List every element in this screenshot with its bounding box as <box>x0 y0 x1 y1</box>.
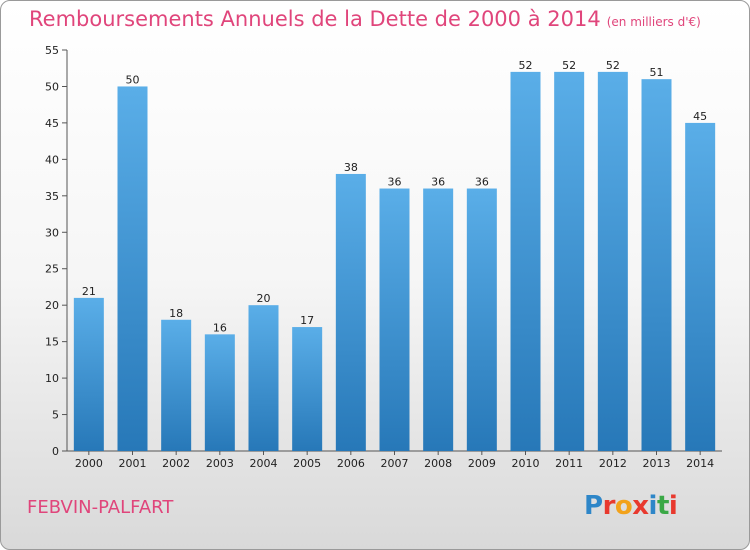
x-tick-label: 2011 <box>555 457 583 470</box>
logo-letter: x <box>632 491 649 521</box>
bar <box>554 71 585 451</box>
bar-value-label: 52 <box>562 59 576 72</box>
x-tick-label: 2001 <box>119 457 147 470</box>
bar-value-label: 16 <box>213 321 227 334</box>
bar <box>204 334 235 451</box>
logo-letter: o <box>614 491 633 521</box>
x-tick-label: 2014 <box>686 457 714 470</box>
bar-value-label: 36 <box>388 176 402 189</box>
y-tick-label: 45 <box>45 117 59 130</box>
bar <box>641 79 672 451</box>
bar <box>248 305 279 451</box>
x-tick-label: 2005 <box>293 457 321 470</box>
x-tick-label: 2013 <box>643 457 671 470</box>
y-tick-label: 10 <box>45 372 59 385</box>
bar-value-label: 36 <box>431 176 445 189</box>
bar <box>335 173 366 452</box>
logo-letter: i <box>668 491 678 521</box>
x-tick-label: 2007 <box>381 457 409 470</box>
bar <box>161 319 192 451</box>
chart-title-text: Remboursements Annuels de la Dette de 20… <box>29 7 601 31</box>
y-tick-label: 30 <box>45 226 59 239</box>
bar-value-label: 50 <box>126 73 140 86</box>
x-tick-label: 2010 <box>512 457 540 470</box>
x-tick-label: 2003 <box>206 457 234 470</box>
chart-data-labels: 21 50 18 16 20 17 38 36 36 36 52 52 52 51 45 <box>82 59 707 334</box>
x-tick-label: 2012 <box>599 457 627 470</box>
bar <box>292 327 323 451</box>
y-tick-label: 55 <box>45 44 59 57</box>
y-tick-label: 40 <box>45 153 59 166</box>
bar-value-label: 17 <box>300 314 314 327</box>
bar <box>685 122 716 451</box>
x-tick-label: 2002 <box>162 457 190 470</box>
bar <box>423 188 454 451</box>
bar <box>597 71 628 451</box>
chart-bars <box>73 71 716 452</box>
bar-value-label: 38 <box>344 161 358 174</box>
bar <box>510 71 541 451</box>
logo-letter: t <box>656 491 669 521</box>
chart-axes: 0 5 10 15 20 25 30 35 40 45 50 55 2000 2001 2002 2003 20… <box>45 44 722 470</box>
bar <box>117 86 148 452</box>
bar-value-label: 36 <box>475 176 489 189</box>
x-tick-label: 2006 <box>337 457 365 470</box>
x-tick-label: 2004 <box>250 457 278 470</box>
chart-unit: (en milliers d'€) <box>606 15 701 29</box>
logo-letter: r <box>602 491 616 521</box>
y-tick-label: 0 <box>52 445 59 458</box>
y-tick-label: 20 <box>45 299 59 312</box>
bar-value-label: 18 <box>169 307 183 320</box>
bar-value-label: 52 <box>606 59 620 72</box>
y-tick-label: 50 <box>45 80 59 93</box>
bar <box>73 297 104 451</box>
logo-letter: P <box>584 491 603 521</box>
chart-title: Remboursements Annuels de la Dette de 20… <box>29 7 701 31</box>
y-tick-label: 5 <box>52 409 59 422</box>
bar <box>466 188 497 451</box>
x-tick-label: 2008 <box>424 457 452 470</box>
bar-value-label: 52 <box>519 59 533 72</box>
bar-value-label: 51 <box>650 66 664 79</box>
y-tick-label: 15 <box>45 336 59 349</box>
y-tick-label: 35 <box>45 190 59 203</box>
x-tick-label: 2009 <box>468 457 496 470</box>
bar-value-label: 20 <box>257 292 271 305</box>
y-tick-label: 25 <box>45 263 59 276</box>
bar-value-label: 45 <box>693 110 707 123</box>
x-tick-label: 2000 <box>75 457 103 470</box>
commune-name: FEBVIN-PALFART <box>27 497 174 518</box>
bar <box>379 188 410 451</box>
bar-value-label: 21 <box>82 285 96 298</box>
proxiti-logo: Proxiti <box>584 491 678 521</box>
logo-letter: i <box>648 491 658 521</box>
